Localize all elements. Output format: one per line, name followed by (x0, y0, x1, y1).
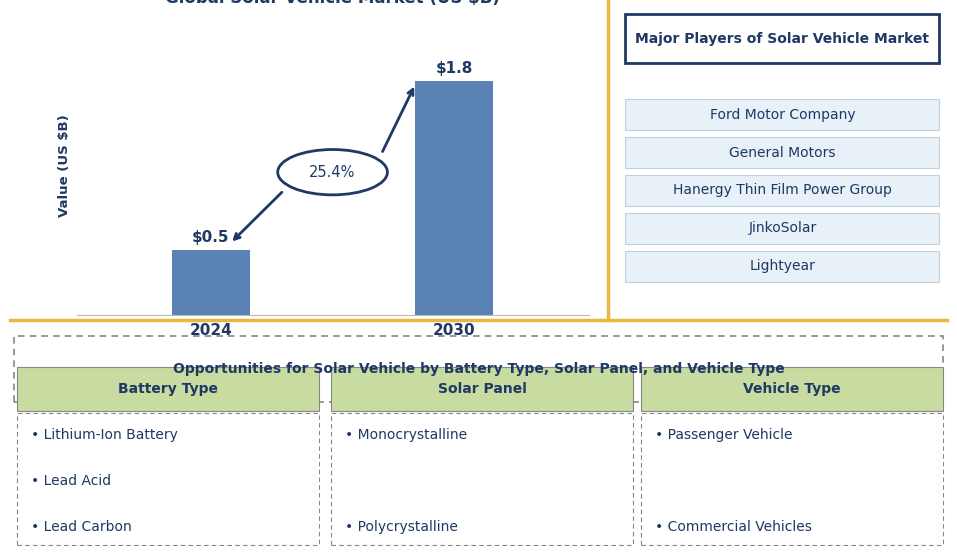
FancyBboxPatch shape (14, 336, 943, 402)
Text: • Lithium-Ion Battery: • Lithium-Ion Battery (32, 428, 178, 442)
Text: Battery Type: Battery Type (118, 382, 218, 395)
Text: Vehicle Type: Vehicle Type (743, 382, 840, 395)
FancyBboxPatch shape (625, 138, 940, 168)
Text: • Commercial Vehicles: • Commercial Vehicles (655, 520, 812, 534)
Text: Hanergy Thin Film Power Group: Hanergy Thin Film Power Group (673, 183, 892, 198)
FancyBboxPatch shape (625, 99, 940, 130)
Bar (171, 250, 250, 315)
FancyBboxPatch shape (17, 413, 319, 545)
Text: Ford Motor Company: Ford Motor Company (709, 108, 856, 121)
FancyBboxPatch shape (641, 413, 943, 545)
Text: JinkoSolar: JinkoSolar (748, 222, 816, 236)
Text: Major Players of Solar Vehicle Market: Major Players of Solar Vehicle Market (635, 32, 929, 46)
Y-axis label: Value (US $B): Value (US $B) (58, 114, 71, 217)
FancyBboxPatch shape (625, 175, 940, 206)
Text: $1.8: $1.8 (435, 61, 473, 76)
Text: • Polycrystalline: • Polycrystalline (345, 520, 458, 534)
Bar (415, 81, 494, 315)
Text: • Monocrystalline: • Monocrystalline (345, 428, 467, 442)
FancyBboxPatch shape (625, 213, 940, 243)
Text: 25.4%: 25.4% (309, 165, 356, 180)
FancyBboxPatch shape (625, 251, 940, 281)
Text: Opportunities for Solar Vehicle by Battery Type, Solar Panel, and Vehicle Type: Opportunities for Solar Vehicle by Batte… (172, 362, 785, 376)
FancyBboxPatch shape (17, 367, 319, 411)
Text: • Passenger Vehicle: • Passenger Vehicle (655, 428, 792, 442)
Text: Source: Lucintel: Source: Lucintel (475, 353, 589, 365)
Text: General Motors: General Motors (729, 145, 835, 159)
Text: • Lead Acid: • Lead Acid (32, 474, 111, 488)
Text: $0.5: $0.5 (192, 229, 230, 245)
FancyBboxPatch shape (331, 413, 634, 545)
Text: Lightyear: Lightyear (749, 260, 815, 273)
FancyBboxPatch shape (625, 14, 940, 63)
Title: Global Solar Vehicle Market (US $B): Global Solar Vehicle Market (US $B) (166, 0, 500, 7)
Text: • Lead Carbon: • Lead Carbon (32, 520, 132, 534)
FancyBboxPatch shape (641, 367, 943, 411)
FancyBboxPatch shape (331, 367, 634, 411)
Text: Solar Panel: Solar Panel (437, 382, 526, 395)
